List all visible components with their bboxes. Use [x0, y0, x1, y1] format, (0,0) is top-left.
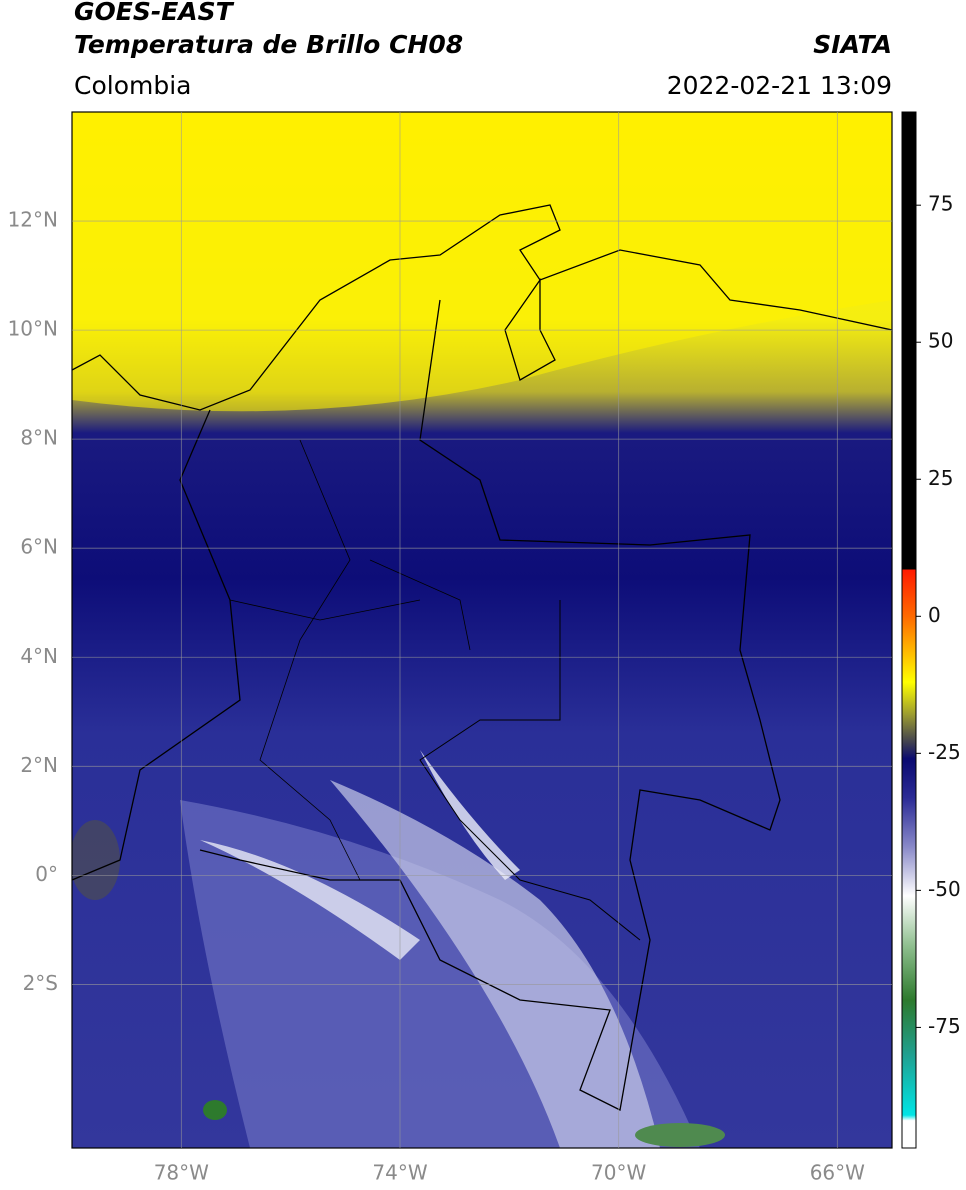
- region: Colombia: [74, 71, 191, 100]
- y-tick-label: 2°N: [20, 753, 58, 777]
- y-tick-label: 12°N: [8, 208, 58, 232]
- colorbar-tick-label: 50: [928, 329, 953, 353]
- colorbar: [901, 111, 917, 1149]
- colorbar-tick-label: 25: [928, 466, 953, 490]
- title: GOES-EAST: [74, 0, 235, 26]
- x-tick-label: 66°W: [810, 1161, 865, 1185]
- colorbar-tick-label: -25: [928, 740, 961, 764]
- y-tick-label: 0°: [35, 862, 58, 886]
- x-tick-label: 74°W: [372, 1161, 427, 1185]
- colorbar-tick-label: 0: [928, 603, 941, 627]
- y-tick-label: 8°N: [20, 426, 58, 450]
- x-tick-label: 70°W: [591, 1161, 646, 1185]
- colorbar-tick-label: -50: [928, 877, 961, 901]
- x-tick-label: 78°W: [154, 1161, 209, 1185]
- source: SIATA: [813, 30, 892, 59]
- colorbar-tick-label: -75: [928, 1014, 961, 1038]
- y-tick-label: 6°N: [20, 535, 58, 559]
- y-tick-label: 2°S: [23, 971, 58, 995]
- colorbar-tick-label: 75: [928, 192, 953, 216]
- map-frame: [71, 111, 893, 1149]
- y-tick-label: 10°N: [8, 317, 58, 341]
- map-image: [72, 112, 892, 1148]
- y-tick-label: 4°N: [20, 644, 58, 668]
- datetime: 2022-02-21 13:09: [667, 71, 892, 100]
- subtitle: Temperatura de Brillo CH08: [74, 30, 463, 59]
